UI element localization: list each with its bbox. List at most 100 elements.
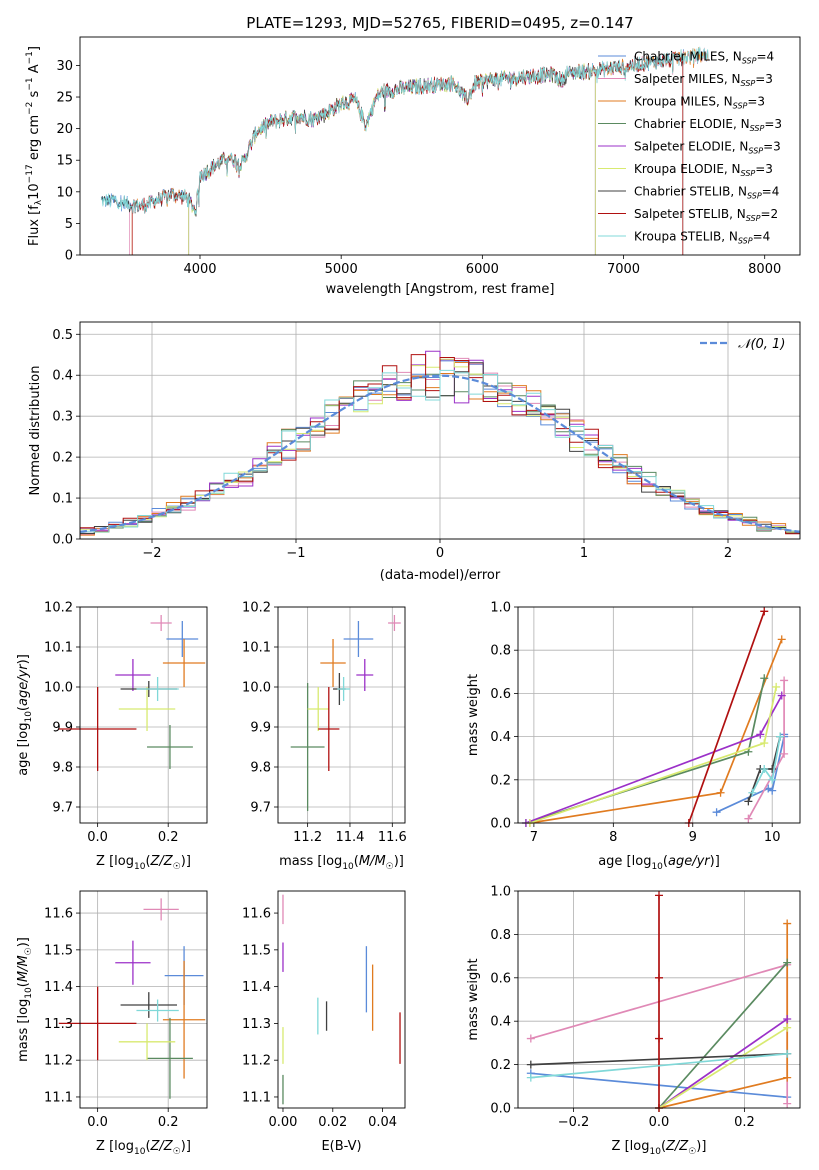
y-tick-label: 11.2 xyxy=(242,1054,271,1069)
y-tick-label: 5 xyxy=(65,217,73,232)
y-tick-label: 0 xyxy=(65,249,73,264)
x-tick-label: 8000 xyxy=(748,262,781,277)
weight-marker xyxy=(780,749,789,758)
weight-marker xyxy=(756,730,765,739)
x-tick-label: 8 xyxy=(609,830,617,845)
y-tick-label: 10.0 xyxy=(242,681,271,696)
x-axis-label: mass [log10(M/M☉)] xyxy=(279,854,404,872)
mass-vs-Z-points xyxy=(58,898,206,1099)
weight-marker xyxy=(783,1099,792,1108)
x-tick-label: 1 xyxy=(580,546,588,561)
weight-line-7 xyxy=(687,611,766,824)
x-tick-label: 10 xyxy=(764,830,781,845)
legend-label: Salpeter MILES, NSSP=3 xyxy=(634,72,773,88)
y-tick-label: 11.1 xyxy=(44,1090,73,1105)
y-tick-label: 10.0 xyxy=(44,681,73,696)
weight-marker xyxy=(783,919,792,928)
y-tick-label: 10 xyxy=(56,185,73,200)
spectrum-line-1 xyxy=(129,47,709,255)
y-tick-label: 11.1 xyxy=(242,1090,271,1105)
weight-marker xyxy=(777,635,786,644)
weight-marker xyxy=(744,814,753,823)
chart-title: PLATE=1293, MJD=52765, FIBERID=0495, z=0… xyxy=(246,14,633,32)
weight-line-4 xyxy=(658,1018,788,1109)
x-tick-label: 11.4 xyxy=(335,830,364,845)
y-tick-label: 11.4 xyxy=(44,980,73,995)
y-axis-label: Flux [fλ10−17 erg cm−2 s−1 A−1] xyxy=(25,46,44,246)
weight-marker xyxy=(777,691,786,700)
weight-marker xyxy=(744,797,753,806)
legend-label: Kroupa MILES, NSSP=3 xyxy=(634,95,765,111)
x-tick-label: 0.00 xyxy=(269,1115,298,1130)
legend-label: Chabrier STELIB, NSSP=4 xyxy=(634,185,779,201)
weight-marker xyxy=(772,682,781,691)
x-tick-label: 9 xyxy=(689,830,697,845)
legend-label: Chabrier MILES, NSSP=4 xyxy=(634,50,774,66)
spectrum-axes: 4000 5000 6000 7000 8000 0 5 10 15 20 25 30 xyxy=(56,59,781,277)
weight-marker xyxy=(526,1073,535,1082)
weight-marker xyxy=(783,1015,792,1024)
weight-line-5 xyxy=(658,1026,788,1109)
y-tick-label: 9.9 xyxy=(52,721,73,736)
x-axis-label: (data-model)/error xyxy=(380,568,501,583)
y-tick-label: 9.9 xyxy=(250,721,271,736)
y-axis-label: mass weight xyxy=(466,674,481,756)
weight-marker xyxy=(783,958,792,967)
y-tick-label: 1.0 xyxy=(490,885,511,900)
x-tick-label: 11.6 xyxy=(378,830,407,845)
x-tick-label: 0.0 xyxy=(87,830,108,845)
y-tick-label: 11.3 xyxy=(44,1017,73,1032)
weight-line-8 xyxy=(530,1052,788,1079)
y-tick-label: 20 xyxy=(56,122,73,137)
y-tick-label: 0.5 xyxy=(52,328,73,343)
weight-line-2 xyxy=(658,923,789,1109)
axes-frame xyxy=(79,36,801,256)
mass-vs-Z-axes: 0.0 0.2 11.1 11.2 11.3 11.4 11.5 11.6 xyxy=(44,891,207,1130)
y-tick-label: 9.8 xyxy=(250,761,271,776)
y-axis-label: Normed distribution xyxy=(28,366,43,496)
legend-label: Kroupa STELIB, NSSP=4 xyxy=(634,230,770,246)
weight-line-3 xyxy=(658,962,788,1109)
x-tick-label: −1 xyxy=(286,546,305,561)
x-tick-label: 7 xyxy=(530,830,538,845)
legend-label: 𝒩(0, 1) xyxy=(738,337,785,352)
x-tick-label: 2 xyxy=(724,546,732,561)
weight-marker xyxy=(783,1049,792,1058)
age-vs-mass-axes: 11.2 11.4 11.6 9.7 9.8 9.9 10.0 10.1 10.2 xyxy=(242,601,407,846)
y-tick-label: 11.3 xyxy=(242,1017,271,1032)
axes-frame xyxy=(79,890,208,1109)
histogram-8 xyxy=(80,369,800,539)
y-tick-label: 0.1 xyxy=(52,492,73,507)
y-tick-label: 11.6 xyxy=(44,907,73,922)
x-tick-label: 5000 xyxy=(325,262,358,277)
y-tick-label: 0.4 xyxy=(490,1015,511,1030)
y-axis-label: mass weight xyxy=(466,958,481,1040)
age-vs-Z-points xyxy=(58,615,206,771)
y-tick-label: 9.7 xyxy=(250,801,271,816)
spectrum-legend: Chabrier MILES, NSSP=4 Salpeter MILES, NS… xyxy=(598,50,782,246)
weight-marker xyxy=(748,788,757,797)
x-tick-label: 0.04 xyxy=(368,1115,397,1130)
axes-frame xyxy=(79,606,208,824)
weight-line-3 xyxy=(525,678,766,824)
y-tick-label: 9.7 xyxy=(52,801,73,816)
axes-frame xyxy=(277,606,406,824)
y-tick-label: 11.2 xyxy=(44,1054,73,1069)
weight-marker xyxy=(760,765,769,773)
y-tick-label: 0.8 xyxy=(490,644,511,659)
y-tick-label: 0.2 xyxy=(490,773,511,788)
weight-marker xyxy=(780,676,789,685)
y-tick-label: 1.0 xyxy=(490,601,511,616)
y-axis-label: age [log10(age/yr)] xyxy=(16,654,34,776)
spectrum-lines xyxy=(100,46,709,255)
y-tick-label: 30 xyxy=(56,59,73,74)
spectrum-line-4 xyxy=(188,63,596,255)
massweight-vs-age-lines xyxy=(521,607,789,827)
y-tick-label: 11.5 xyxy=(44,943,73,958)
legend-label: Kroupa ELODIE, NSSP=3 xyxy=(634,162,773,178)
y-tick-label: 0.8 xyxy=(490,928,511,943)
y-tick-label: 10.2 xyxy=(44,601,73,616)
spectrum-line-0 xyxy=(100,48,709,216)
weight-marker xyxy=(655,1034,663,1043)
residual-histograms xyxy=(80,350,800,539)
